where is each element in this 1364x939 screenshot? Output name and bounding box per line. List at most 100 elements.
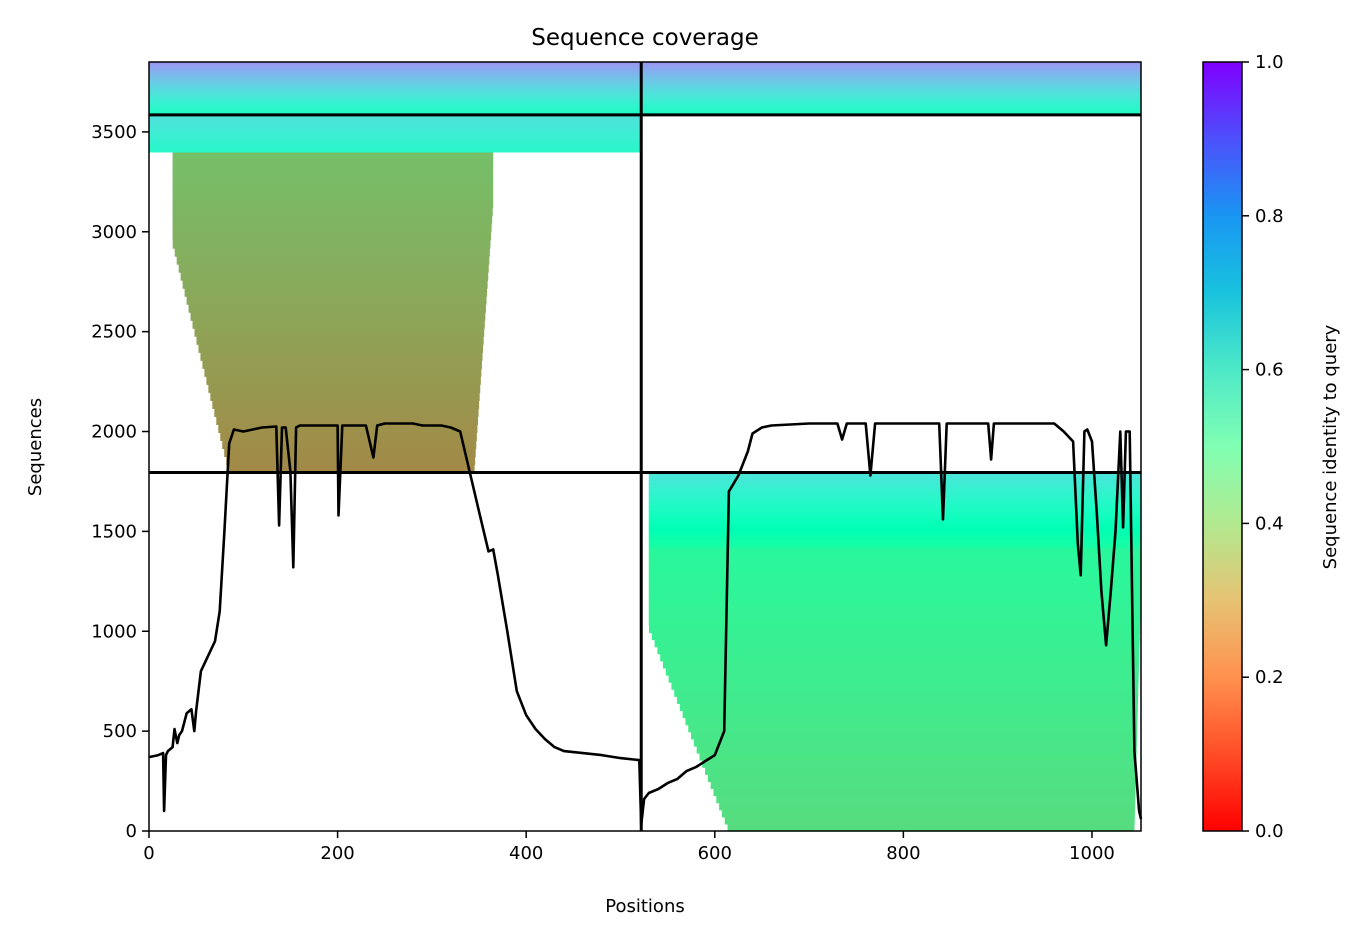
coverage-strip bbox=[648, 508, 1141, 511]
coverage-strip bbox=[149, 121, 642, 123]
coverage-block bbox=[172, 151, 494, 474]
coverage-strip bbox=[149, 127, 642, 130]
coverage-strip bbox=[705, 767, 1137, 775]
coverage-strip bbox=[648, 618, 1141, 626]
coverage-strip bbox=[641, 77, 1141, 80]
colorbar-label: Sequence identity to query bbox=[1320, 324, 1341, 569]
coverage-strip bbox=[149, 81, 642, 84]
coverage-strip bbox=[149, 106, 642, 109]
coverage-strip bbox=[648, 582, 1141, 591]
coverage-strip bbox=[186, 296, 487, 305]
coverage-strip bbox=[682, 710, 1138, 719]
coverage-strip bbox=[190, 312, 486, 321]
coverage-strip bbox=[149, 89, 642, 92]
coverage-block bbox=[648, 472, 1141, 548]
colorbar bbox=[1202, 61, 1243, 832]
coverage-strip bbox=[149, 84, 642, 87]
coverage-strip bbox=[648, 491, 1141, 494]
y-tick-label: 2500 bbox=[91, 322, 137, 343]
coverage-strip bbox=[660, 653, 1140, 662]
coverage-strip bbox=[719, 802, 1136, 811]
coverage-strip bbox=[648, 483, 1141, 487]
coverage-strip bbox=[149, 118, 642, 121]
y-axis-label: Sequences bbox=[25, 398, 46, 496]
coverage-strip bbox=[648, 498, 1141, 502]
coverage-strip bbox=[641, 92, 1141, 95]
coverage-strip bbox=[710, 781, 1136, 790]
coverage-strip bbox=[648, 502, 1141, 505]
coverage-strip bbox=[724, 816, 1135, 825]
coverage-strip bbox=[149, 149, 642, 151]
coverage-strip bbox=[172, 199, 494, 209]
coverage-strip bbox=[149, 119, 642, 122]
coverage-strip bbox=[648, 561, 1141, 570]
coverage-strip bbox=[194, 328, 485, 337]
colorbar-tick-label: 1.0 bbox=[1255, 52, 1284, 73]
coverage-strip bbox=[149, 85, 642, 88]
y-tick-label: 500 bbox=[103, 721, 137, 742]
coverage-strip bbox=[648, 538, 1141, 541]
coverage-strip bbox=[662, 660, 1140, 669]
coverage-strip bbox=[699, 753, 1137, 761]
coverage-strip bbox=[208, 384, 481, 393]
coverage-strip bbox=[648, 506, 1141, 509]
coverage-strip bbox=[648, 534, 1141, 537]
coverage-strip bbox=[149, 135, 642, 137]
coverage-strip bbox=[214, 408, 479, 417]
coverage-strip bbox=[648, 494, 1141, 498]
coverage-strip bbox=[172, 167, 494, 177]
coverage-strip bbox=[172, 183, 494, 193]
coverage-block bbox=[149, 114, 642, 153]
coverage-strip bbox=[641, 85, 1141, 88]
coverage-strip bbox=[149, 105, 642, 108]
coverage-strip bbox=[727, 823, 1135, 832]
coverage-strip bbox=[648, 575, 1141, 584]
coverage-strip bbox=[641, 88, 1141, 91]
coverage-strip bbox=[149, 131, 642, 134]
coverage-strip bbox=[149, 93, 642, 96]
coverage-strip bbox=[149, 126, 642, 128]
coverage-strip bbox=[702, 760, 1137, 768]
y-tick-label: 3500 bbox=[91, 122, 137, 143]
coverage-strip bbox=[149, 96, 642, 99]
coverage-strip bbox=[641, 62, 1141, 64]
coverage-strip bbox=[641, 71, 1141, 74]
coverage-strip bbox=[226, 456, 476, 466]
coverage-strip bbox=[648, 528, 1141, 532]
coverage-strip bbox=[641, 100, 1141, 103]
coverage-strip bbox=[641, 106, 1141, 109]
coverage-strip bbox=[648, 500, 1141, 504]
coverage-strip bbox=[149, 147, 642, 149]
coverage-strip bbox=[172, 232, 492, 241]
coverage-strip bbox=[648, 524, 1141, 528]
coverage-strip bbox=[641, 103, 1141, 105]
coverage-strip bbox=[641, 68, 1141, 71]
coverage-strip bbox=[677, 696, 1139, 704]
coverage-strip bbox=[206, 376, 481, 385]
coverage-strip bbox=[149, 134, 642, 136]
coverage-strip bbox=[172, 207, 493, 217]
coverage-strip bbox=[668, 675, 1139, 683]
coverage-strip bbox=[641, 91, 1141, 94]
coverage-strip bbox=[149, 97, 642, 100]
coverage-strip bbox=[648, 479, 1141, 483]
coverage-strip bbox=[149, 76, 642, 79]
colorbar-tick-label: 0.4 bbox=[1255, 513, 1284, 534]
coverage-strip bbox=[192, 320, 485, 329]
coverage-strip bbox=[688, 724, 1138, 733]
coverage-strip bbox=[149, 139, 642, 142]
coverage-strip bbox=[641, 105, 1141, 108]
coverage-strip bbox=[648, 517, 1141, 520]
coverage-strip bbox=[641, 83, 1141, 86]
coverage-strip bbox=[149, 142, 642, 145]
coverage-strip bbox=[641, 97, 1141, 100]
coverage-strip bbox=[149, 123, 642, 125]
coverage-strip bbox=[149, 100, 642, 103]
coverage-strip bbox=[641, 76, 1141, 79]
coverage-strip bbox=[149, 99, 642, 101]
x-tick-label: 0 bbox=[143, 843, 154, 864]
x-tick-label: 200 bbox=[320, 843, 354, 864]
coverage-strip bbox=[648, 504, 1141, 507]
coverage-strip bbox=[641, 65, 1141, 68]
coverage-strip bbox=[178, 264, 489, 273]
